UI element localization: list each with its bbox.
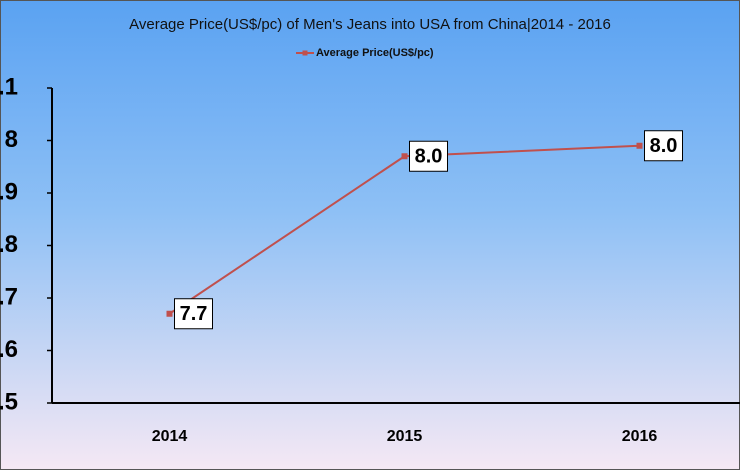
point — [401, 153, 408, 160]
chart-title: Average Price(US$/pc) of Men's Jeans int… — [129, 16, 611, 33]
y-tick-label: 7.8 — [0, 231, 18, 258]
x-tick-label: 2016 — [622, 428, 658, 445]
data-label-box — [174, 298, 213, 330]
y-tick-label: 7.6 — [0, 336, 18, 363]
data-label-box — [409, 140, 448, 172]
data-label-box — [644, 130, 683, 162]
y-tick-label: 7.7 — [0, 283, 18, 310]
y-tick-label: 8.1 — [0, 73, 18, 100]
point — [166, 310, 173, 317]
y-tick-label: 8 — [5, 126, 18, 153]
legend-label: Average Price(US$/pc) — [316, 47, 434, 59]
x-tick-label: 2014 — [152, 428, 188, 445]
point — [636, 142, 643, 149]
y-tick-label: 7.9 — [0, 178, 18, 205]
data-label: 7.7 — [180, 303, 208, 325]
data-label: 8.0 — [650, 135, 678, 157]
data-label: 8.0 — [415, 146, 443, 168]
legend-marker — [302, 50, 308, 56]
x-tick-label: 2015 — [387, 428, 423, 445]
y-tick-label: 7.5 — [0, 388, 18, 415]
